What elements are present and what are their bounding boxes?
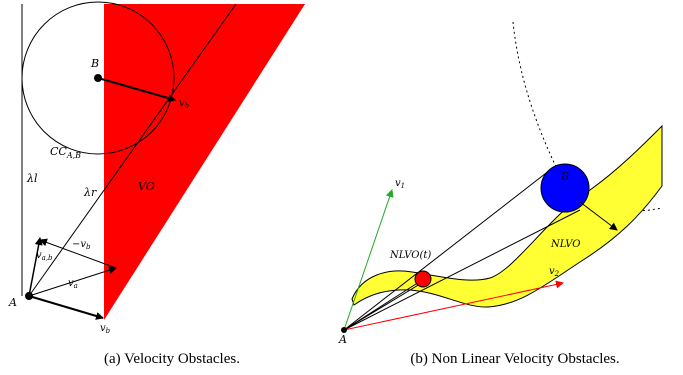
lambda-r-line: [28, 3, 237, 297]
cone-nlvo-t-line: [343, 274, 431, 331]
va-arrow: [28, 266, 117, 297]
caption-a: (a) Velocity Obstacles.: [104, 351, 240, 367]
label-cc: CCA,B: [50, 145, 81, 160]
label-b-right: B: [560, 170, 569, 183]
v1-arrow: [343, 189, 394, 331]
caption-b: (b) Non Linear Velocity Obstacles.: [410, 351, 619, 367]
point-a: [25, 292, 33, 300]
point-b: [94, 74, 102, 82]
label-va: va: [68, 278, 78, 290]
label-vab: va,b: [36, 250, 53, 262]
label-vb-top: vb: [179, 98, 190, 110]
vo-region: [104, 4, 305, 320]
label-minus-vb: −vb: [72, 239, 91, 251]
label-nlvo-t: NLVO(t): [389, 250, 431, 261]
minus-vb-arrow: [39, 238, 117, 269]
v2-arrow: [343, 280, 564, 331]
label-a-right: A: [338, 333, 347, 346]
label-v1: v1: [395, 178, 405, 190]
label-a: A: [8, 296, 17, 309]
label-vo: VO: [138, 180, 155, 193]
nlvo-region: [351, 124, 663, 308]
right-panel: v1 B NLVO NLVO(t) v2 A (b) Non Linear Ve…: [338, 21, 663, 367]
vb-arrow-bottom: [28, 295, 104, 320]
point-a-right: [341, 327, 347, 333]
label-lambda-l: λl: [26, 172, 38, 185]
obstacle-b-at-t: [414, 270, 432, 288]
label-vb-bottom: vb: [100, 323, 111, 335]
vab-arrow: [28, 237, 43, 297]
vb-arrow-top: [97, 77, 176, 102]
left-panel: B vb CCA,B λl λr VO −vb va,b va A vb (a)…: [8, 1, 305, 367]
cone-lower-line: [343, 209, 581, 331]
label-nlvo: NLVO: [550, 239, 580, 250]
vb-arrow-right: [579, 201, 618, 231]
label-lambda-r: λr: [83, 186, 97, 199]
cone-upper-line: [343, 169, 551, 331]
label-v2: v2: [549, 266, 560, 278]
label-b: B: [90, 57, 99, 70]
obstacle-b: [540, 163, 590, 213]
